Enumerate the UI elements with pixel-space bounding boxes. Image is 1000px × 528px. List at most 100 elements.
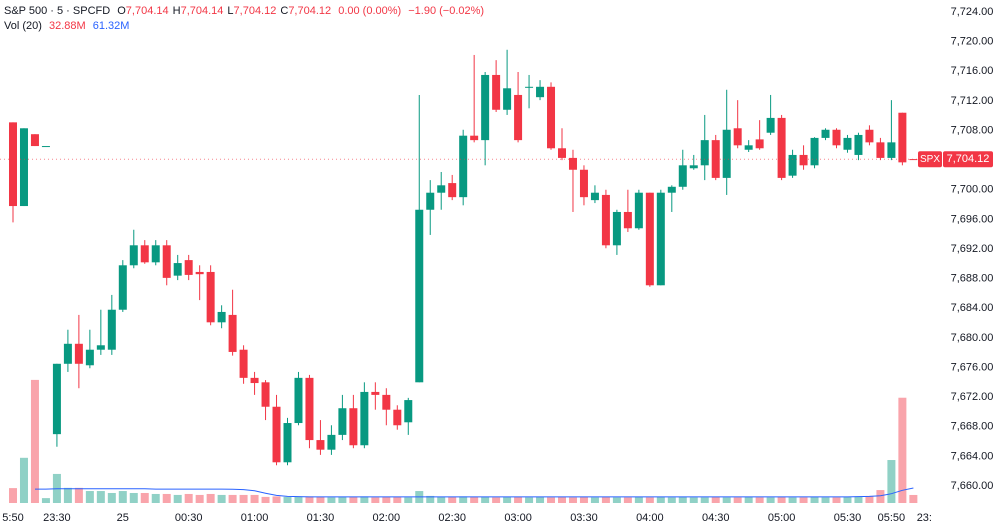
candle-body (678, 165, 687, 187)
candle-body (634, 192, 643, 229)
candle-body (525, 86, 534, 88)
candle-body (755, 139, 764, 149)
candle-body (41, 146, 50, 148)
volume-bar (404, 497, 413, 503)
ohlc-key: C (280, 5, 289, 17)
volume-bar (173, 494, 182, 503)
candle-body (415, 209, 424, 383)
candle-body (459, 135, 468, 198)
volume-bar (239, 494, 248, 503)
volume-bar (601, 496, 610, 503)
x-tick-label: 03:30 (570, 512, 598, 524)
candle-body (96, 345, 105, 350)
candle-body (294, 377, 303, 424)
volume-bar (568, 497, 577, 503)
candle-body (316, 440, 325, 450)
y-tick-label: 7,684.00 (951, 302, 994, 314)
volume-bar (744, 496, 753, 503)
y-tick-label: 7,688.00 (951, 273, 994, 285)
volume-bar (305, 496, 314, 503)
volume-bar (228, 494, 237, 503)
volume-bar (722, 497, 731, 503)
volume-bar (536, 496, 545, 503)
candle-body (777, 117, 786, 178)
volume-bar (129, 492, 138, 503)
legend-row-price: S&P 500 · 5 · SPCFD O7,704.14 H7,704.14 L7… (4, 4, 484, 19)
volume-bar (909, 494, 918, 503)
symbol-title: S&P 500 · 5 · SPCFD (4, 5, 111, 17)
volume-bar (448, 496, 457, 503)
candle-body (448, 183, 457, 198)
y-tick-label: 7,668.00 (951, 421, 994, 433)
volume-bar (184, 493, 193, 503)
volume-bar (898, 397, 907, 503)
candle-body (349, 408, 358, 446)
volume-bar (9, 488, 17, 503)
volume-bar (656, 496, 665, 503)
volume-bar (711, 496, 720, 503)
legend-row-volume: Vol (20) 32.88M 61.32M (4, 19, 484, 34)
y-tick-label: 7,660.00 (951, 480, 994, 492)
change: 0.00 (0.00%) (338, 5, 402, 17)
volume-bar (843, 496, 852, 503)
y-tick-label: 7,716.00 (951, 65, 994, 77)
y-tick-label: 7,700.00 (951, 184, 994, 196)
candle-body (536, 86, 545, 98)
volume-bar (876, 490, 885, 503)
x-tick-label: 02:30 (438, 512, 466, 524)
volume-bar (74, 487, 83, 503)
y-tick-label: 7,692.00 (951, 243, 994, 255)
x-tick-label: 05:30 (834, 512, 862, 524)
candle-body (887, 142, 896, 158)
candle-body (766, 117, 775, 133)
x-tick-label: 23:30 (43, 512, 71, 524)
volume-bar (437, 496, 446, 503)
candle-body (173, 263, 182, 276)
candle-body (52, 363, 61, 435)
symbol-tag-label: SPX (920, 154, 940, 165)
y-tick-label: 7,724.00 (951, 6, 994, 18)
candle-body (129, 245, 138, 266)
price-tag (943, 151, 993, 168)
volume-bar (338, 496, 347, 503)
x-tick-label: 5:50 (2, 512, 23, 524)
volume-bar (579, 496, 588, 503)
volume-bar (250, 494, 259, 503)
volume-bar (854, 496, 863, 503)
candle-body (579, 169, 588, 198)
volume-bar (634, 496, 643, 503)
candle-body (547, 86, 556, 149)
volume-bar (272, 496, 281, 503)
candle-body (700, 140, 709, 166)
volume-bar (85, 491, 94, 503)
candle-body (492, 74, 501, 110)
ohlc-value: 7,704.14 (180, 5, 224, 17)
volume-bar (755, 497, 764, 503)
volume-bar (645, 497, 654, 503)
candle-body (733, 128, 742, 146)
volume-bar (590, 497, 599, 503)
ohlc-value: 7,704.12 (288, 5, 332, 17)
volume-bar (766, 497, 775, 503)
candle-body (327, 434, 336, 450)
y-tick-label: 7,664.00 (951, 450, 994, 462)
candle-body (393, 409, 402, 426)
candle-body (338, 408, 347, 435)
candle-body (305, 377, 314, 441)
price-tag-label: 7,704.12 (947, 153, 990, 165)
y-tick-label: 7,708.00 (951, 124, 994, 136)
volume-bar (799, 497, 808, 503)
volume-bar (547, 497, 556, 503)
ohlc-value: 7,704.14 (125, 5, 169, 17)
candle-body (799, 154, 808, 166)
volume-bar (623, 497, 632, 503)
volume-bar (832, 497, 841, 503)
volume-bar (667, 497, 676, 503)
candle-body (195, 271, 204, 275)
change-since: −1.90 (−0.02%) (408, 5, 485, 17)
candle-body (371, 391, 380, 395)
plot (9, 49, 918, 503)
candle-body (623, 211, 632, 229)
